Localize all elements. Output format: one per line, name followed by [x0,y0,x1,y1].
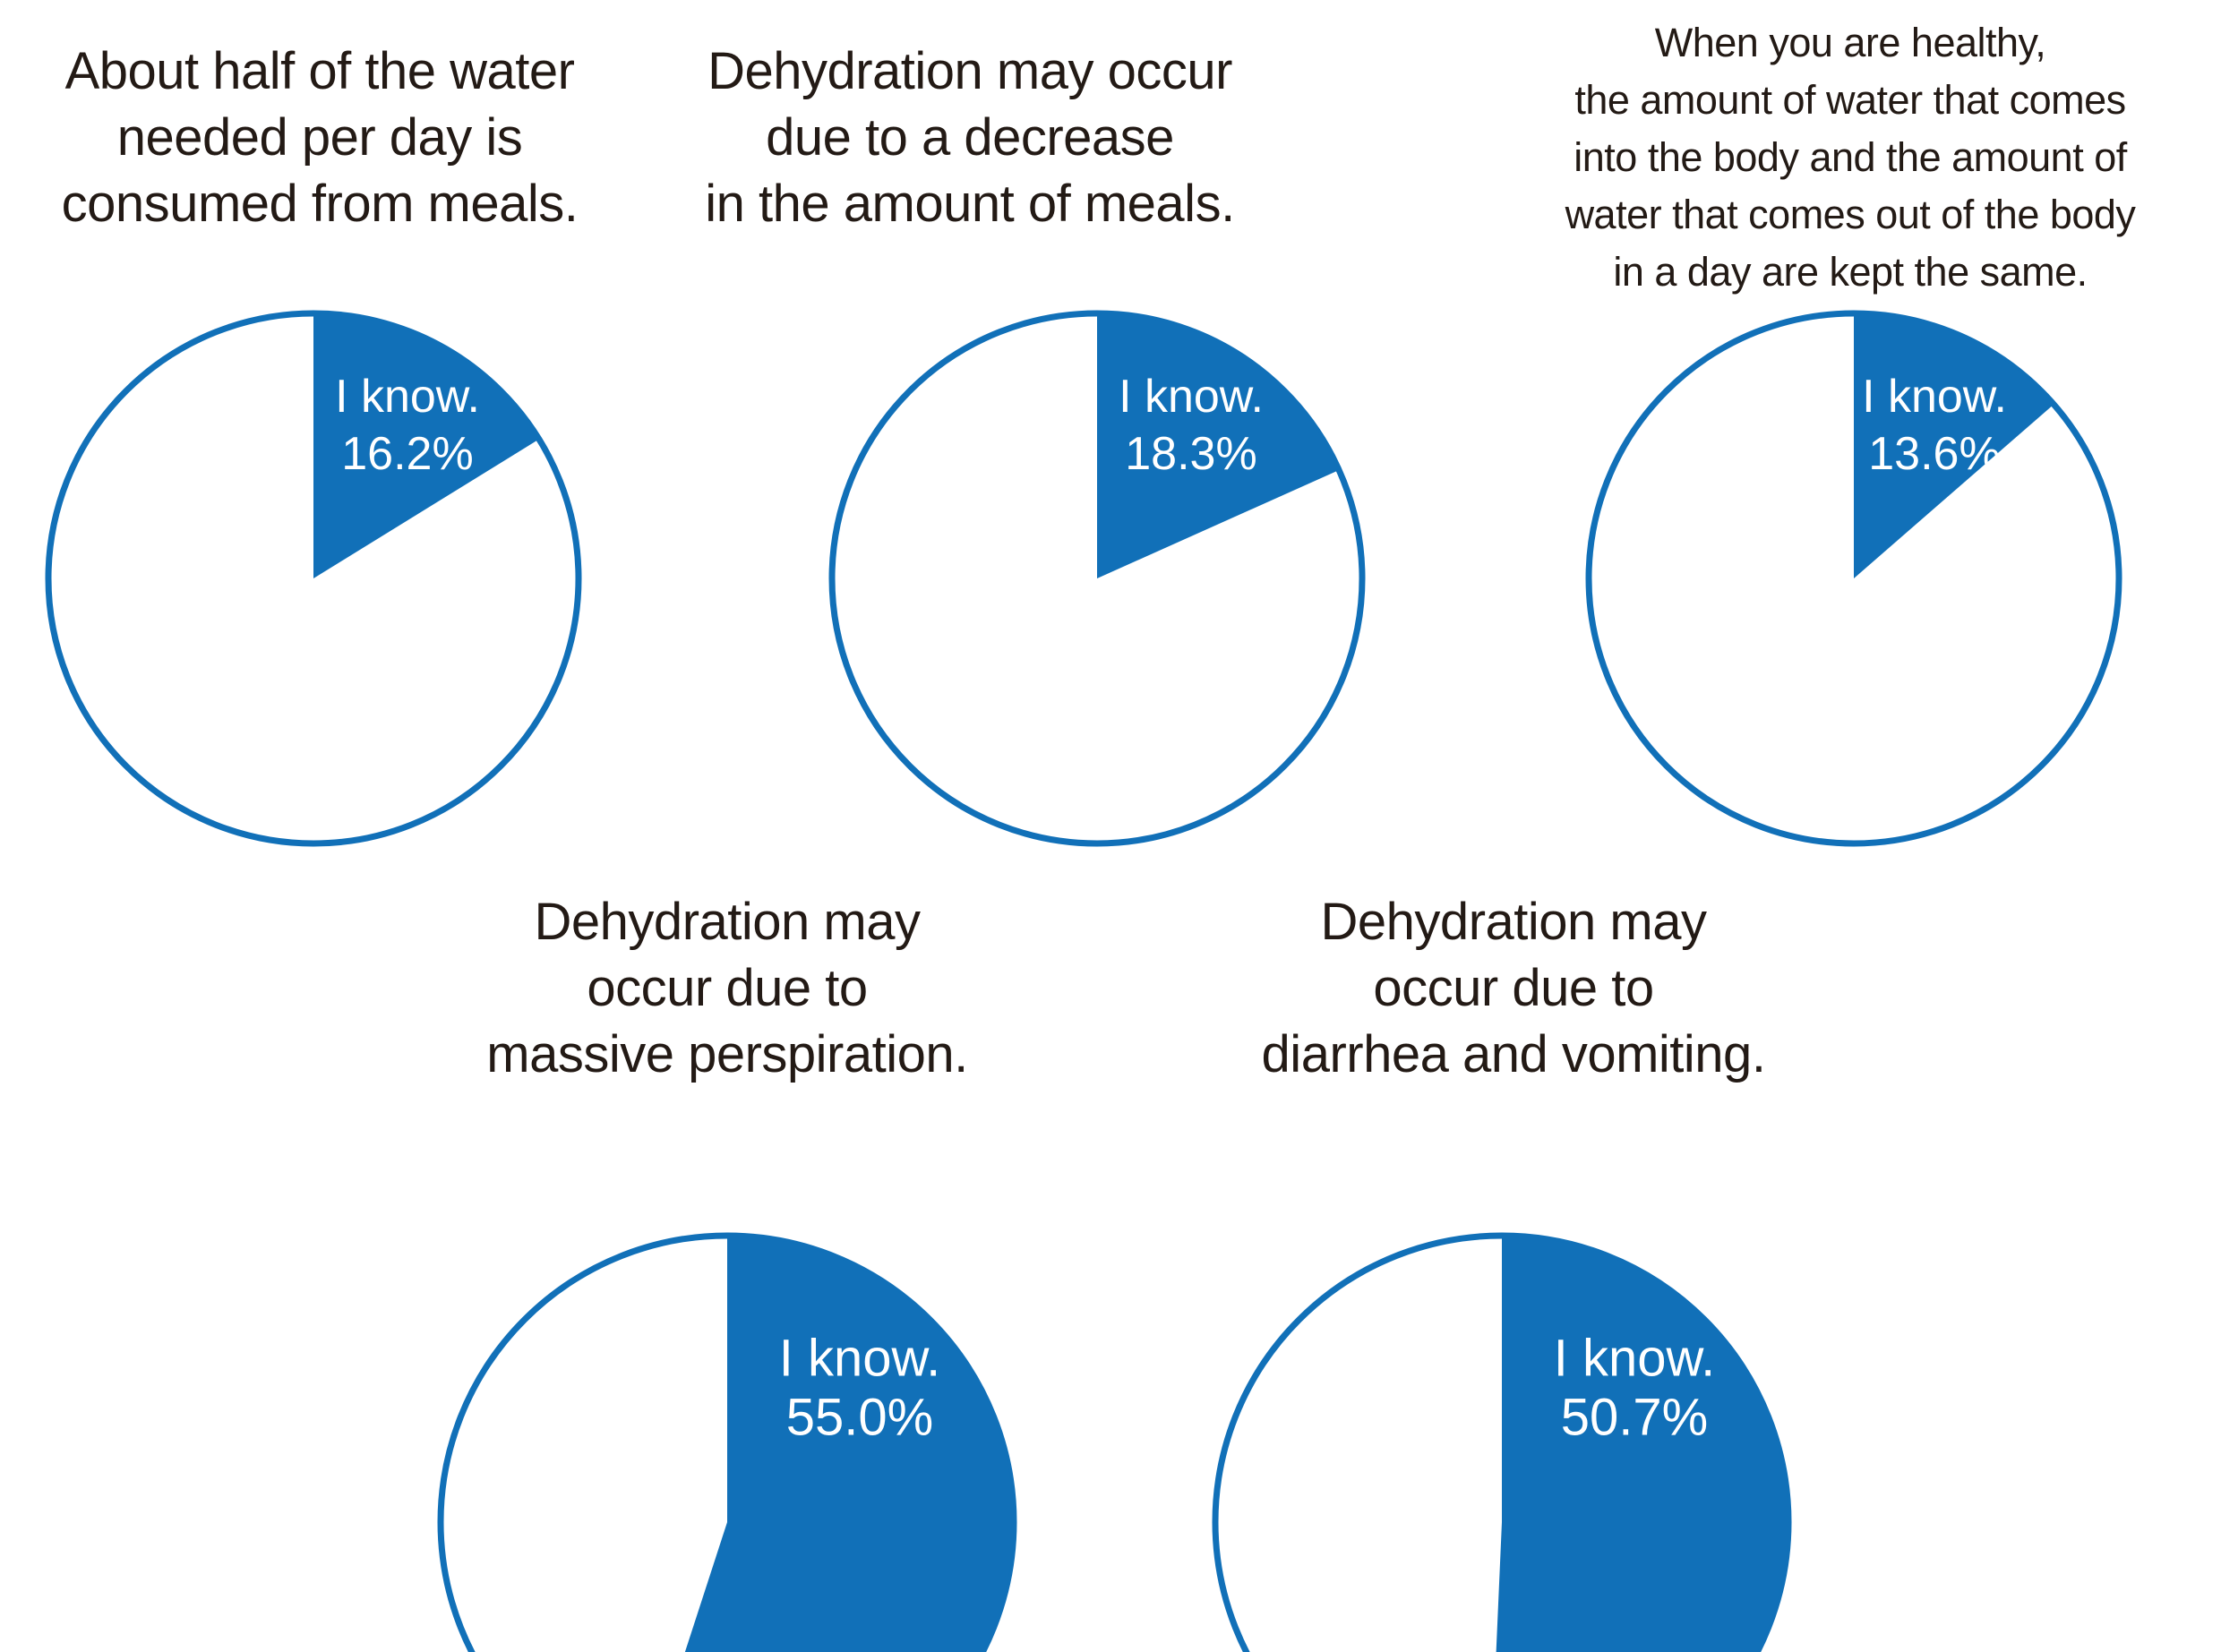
pie4-title-line1: Dehydration may [534,893,921,951]
pie1-title-line2: needed per day is [116,108,523,167]
pie4-slice-label: I know. [779,1330,941,1388]
pie5-title-line3: diarrhea and vomiting. [1261,1025,1766,1083]
pie2-title-line3: in the amount of meals. [705,175,1235,233]
pie5-title-line2: occur due to [1373,959,1654,1017]
pie2-title-line1: Dehydration may occur [707,42,1232,100]
pie5-title-line1: Dehydration may [1320,893,1707,951]
pie3-title-line5: in a day are kept the same. [1613,249,2088,295]
pie5-chart: I know. 50.7% [1212,1232,1792,1652]
pie1-slice-label: I know. [335,371,480,423]
pie3-title-line2: the amount of water that comes [1574,77,2126,123]
pie3-slice [1854,313,2054,578]
pie2-chart: I know. 18.3% [828,310,1366,847]
pie1-title-line3: consumed from meals. [61,175,579,233]
pie3-title-line3: into the body and the amount of [1574,134,2127,180]
pie3-slice-value: 13.6% [1868,428,2000,480]
pie1-chart: I know. 16.2% [45,310,582,847]
pie1-slice-value: 16.2% [341,428,473,480]
pie2-slice [1097,313,1340,578]
pie4-title: Dehydration may occur due to massive per… [400,889,1054,1088]
pie5-title: Dehydration may occur due to diarrhea an… [1187,889,1840,1088]
pie4-chart: I know. 55.0% [437,1232,1017,1652]
pie4-title-line3: massive perspiration. [486,1025,968,1083]
pie2-title: Dehydration may occur due to a decrease … [643,39,1297,237]
pie5-slice-value: 50.7% [1561,1389,1708,1447]
pie1-slice [313,313,539,578]
pie2-slice-value: 18.3% [1125,428,1256,480]
pie4-title-line2: occur due to [587,959,868,1017]
pie3-title-line4: water that comes out of the body [1565,192,2136,237]
pie2-slice-label: I know. [1119,371,1264,423]
pie4-slice [684,1236,1014,1652]
pie3-chart: I know. 13.6% [1585,310,2122,847]
pie4-slice-value: 55.0% [786,1389,933,1447]
pie3-title: When you are healthy, the amount of wate… [1501,14,2200,301]
pie3-slice-label: I know. [1862,371,2007,423]
pie2-title-line2: due to a decrease [766,108,1174,167]
pie1-title: About half of the water needed per day i… [0,39,647,237]
pie5-slice [1496,1236,1789,1652]
pie3-title-line1: When you are healthy, [1654,20,2046,65]
pie5-slice-label: I know. [1554,1330,1716,1388]
pie1-title-line1: About half of the water [64,42,575,100]
